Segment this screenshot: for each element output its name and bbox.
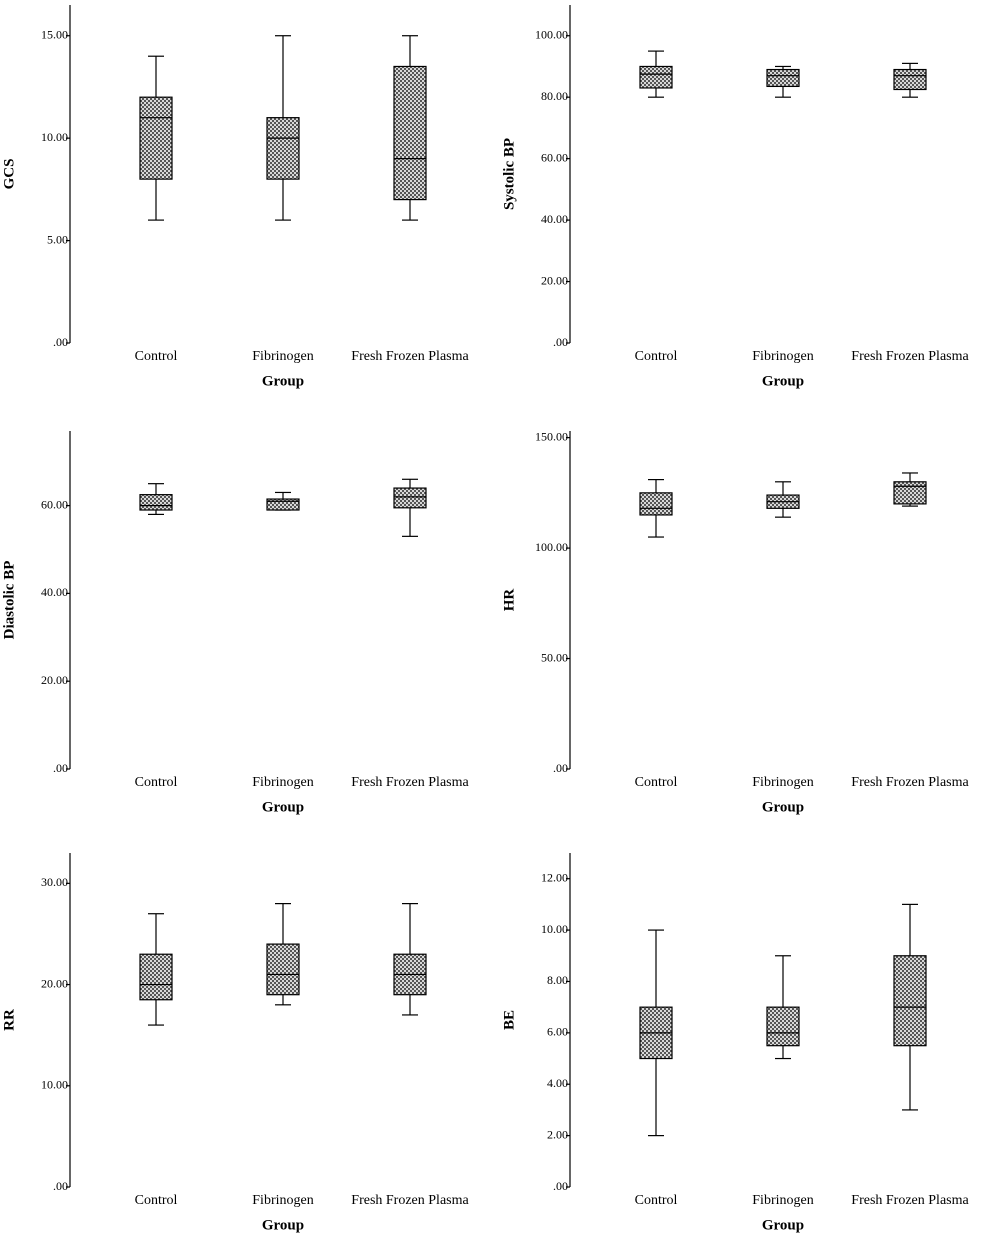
y-axis-label: GCS [1,159,17,190]
y-tick-label: 60.00 [541,150,568,164]
y-axis-label: BE [501,1010,517,1030]
box [393,65,427,201]
x-tick-label: Fresh Frozen Plasma [351,775,469,790]
x-axis-label: Group [762,1217,804,1233]
x-axis-label: Group [762,799,804,815]
box [893,955,927,1047]
y-axis-label: RR [1,1009,17,1031]
box [139,953,173,1001]
y-tick-label: 40.00 [541,212,568,226]
y-tick-label: .00 [53,761,68,775]
y-tick-label: .00 [53,1179,68,1193]
box [893,481,927,505]
y-tick-label: 80.00 [541,89,568,103]
y-tick-label: 20.00 [541,273,568,287]
y-tick-label: 60.00 [41,497,68,511]
x-tick-label: Control [135,349,178,364]
y-tick-label: 10.00 [541,922,568,936]
box [266,117,300,180]
x-tick-label: Fibrinogen [252,349,313,364]
x-axis-label: Group [262,799,304,815]
y-tick-label: 20.00 [41,673,68,687]
x-tick-label: Control [635,349,678,364]
x-tick-label: Fibrinogen [752,1193,813,1208]
y-tick-label: .00 [553,761,568,775]
box [766,68,800,88]
y-tick-label: 12.00 [541,870,568,884]
box [639,492,673,516]
y-tick-label: .00 [553,1179,568,1193]
y-tick-label: 4.00 [547,1076,568,1090]
box [266,943,300,996]
x-axis-label: Group [262,373,304,389]
x-tick-label: Fresh Frozen Plasma [851,349,969,364]
box [139,96,173,180]
x-axis-label: Group [762,373,804,389]
x-tick-label: Fibrinogen [752,775,813,790]
x-tick-label: Fibrinogen [752,349,813,364]
x-axis-label: Group [262,1217,304,1233]
y-tick-label: 100.00 [535,27,568,41]
y-tick-label: 40.00 [41,585,68,599]
y-tick-label: 15.00 [41,27,68,41]
x-tick-label: Fibrinogen [252,775,313,790]
y-tick-label: 10.00 [41,1078,68,1092]
box [266,498,300,511]
x-tick-label: Control [135,1193,178,1208]
box [893,68,927,91]
box [766,1006,800,1047]
y-tick-label: 20.00 [41,976,68,990]
y-axis-label: Diastolic BP [1,561,17,640]
y-tick-label: 5.00 [47,232,68,246]
y-tick-label: 6.00 [547,1025,568,1039]
y-tick-label: 10.00 [41,130,68,144]
y-tick-label: .00 [53,335,68,349]
x-tick-label: Fresh Frozen Plasma [851,1193,969,1208]
y-tick-label: 30.00 [41,875,68,889]
y-tick-label: 2.00 [547,1127,568,1141]
y-axis-label: Systolic BP [501,138,517,210]
y-tick-label: 50.00 [541,650,568,664]
x-tick-label: Fresh Frozen Plasma [851,775,969,790]
x-tick-label: Fibrinogen [252,1193,313,1208]
box [139,494,173,511]
x-tick-label: Control [135,775,178,790]
y-tick-label: 100.00 [535,540,568,554]
x-tick-label: Fresh Frozen Plasma [351,1193,469,1208]
y-tick-label: .00 [553,335,568,349]
y-tick-label: 150.00 [535,429,568,443]
y-axis-label: HR [501,589,517,612]
box [393,487,427,509]
x-tick-label: Control [635,1193,678,1208]
box [639,65,673,89]
x-tick-label: Fresh Frozen Plasma [351,349,469,364]
y-tick-label: 8.00 [547,973,568,987]
x-tick-label: Control [635,775,678,790]
